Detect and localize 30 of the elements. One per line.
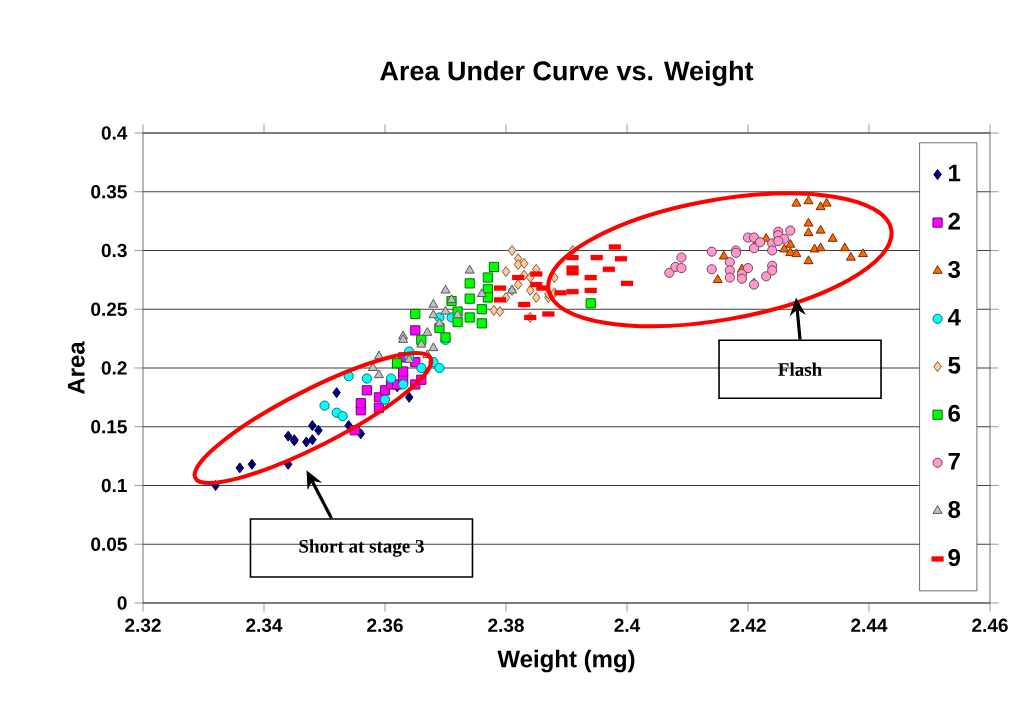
x-tick-label: 2.32	[125, 618, 161, 633]
legend-label: 6	[948, 404, 961, 422]
legend-label: 1	[949, 164, 961, 182]
x-tick-label: 2.4	[614, 618, 641, 632]
x-tick-label: 2.46	[972, 618, 1008, 633]
x-tick-label: 2.42	[730, 618, 766, 632]
legend-label: 2	[948, 212, 960, 230]
legend-label: 7	[948, 453, 960, 470]
y-tick-label: 0.3	[101, 243, 127, 258]
y-tick-label: 0.05	[91, 537, 127, 551]
legend-label: 5	[948, 356, 961, 374]
legend-label: 8	[948, 500, 961, 518]
chart-title: Area Under Curve vs. Weight	[380, 60, 754, 86]
x-tick-label: 2.44	[851, 618, 888, 632]
y-tick-label: 0.1	[101, 478, 127, 493]
y-tick-label: 0	[117, 596, 127, 610]
y-tick-label: 0.15	[91, 420, 127, 434]
legend-label: 3	[948, 260, 961, 278]
y-tick-label: 0.35	[91, 185, 127, 199]
y-tick-label: 0.2	[101, 361, 127, 375]
annotation: Flash	[778, 362, 822, 376]
x-tick-label: 2.36	[367, 618, 403, 633]
legend-label: 9	[948, 549, 960, 567]
x-tick-label: 2.34	[246, 618, 283, 633]
y-tick-label: 0.4	[101, 126, 128, 140]
y-axis-title: Area	[67, 341, 85, 395]
x-tick-label: 2.38	[488, 618, 524, 633]
y-tick-label: 0.25	[91, 302, 127, 316]
x-axis-title: Weight (mg)	[497, 649, 635, 673]
legend-label: 4	[947, 309, 961, 326]
